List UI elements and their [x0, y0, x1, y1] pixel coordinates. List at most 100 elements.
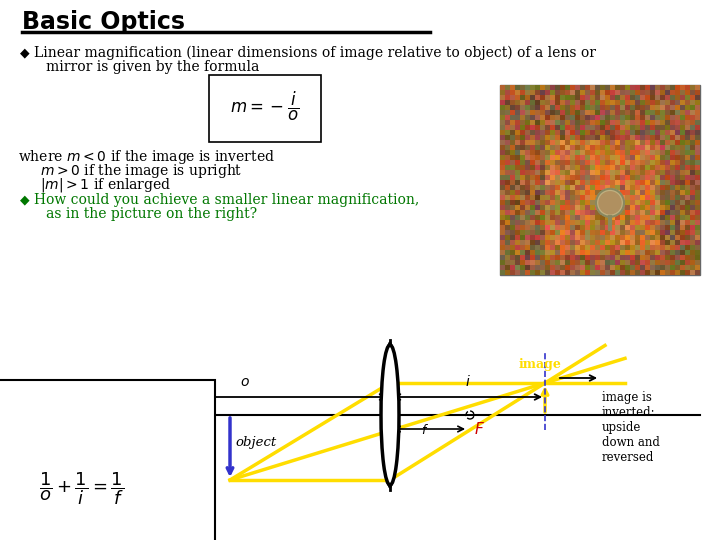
Bar [540, 270, 545, 275]
Bar [645, 260, 650, 265]
Bar [620, 210, 625, 215]
Bar [690, 220, 695, 225]
Bar [520, 165, 525, 170]
Bar [670, 205, 675, 210]
Bar [630, 180, 635, 185]
Bar [660, 160, 665, 165]
Bar [620, 140, 625, 145]
Bar [525, 145, 530, 150]
Bar [575, 235, 580, 240]
Bar [575, 145, 580, 150]
Bar [635, 185, 640, 190]
Bar [525, 120, 530, 125]
Bar [550, 195, 555, 200]
Bar [555, 105, 560, 110]
Bar [660, 240, 665, 245]
Bar [580, 225, 585, 230]
Bar [535, 110, 540, 115]
Bar [500, 225, 505, 230]
Bar [600, 105, 605, 110]
Bar [565, 95, 570, 100]
Bar [530, 220, 535, 225]
Bar [650, 215, 655, 220]
Bar [610, 105, 615, 110]
Bar [620, 150, 625, 155]
Bar [690, 90, 695, 95]
Bar [695, 250, 700, 255]
Bar [525, 110, 530, 115]
Bar [535, 195, 540, 200]
Bar [665, 260, 670, 265]
Bar [625, 250, 630, 255]
Bar [510, 160, 515, 165]
Bar [560, 105, 565, 110]
Bar [615, 245, 620, 250]
Bar [580, 165, 585, 170]
Bar [640, 270, 645, 275]
Bar [505, 160, 510, 165]
Bar [505, 255, 510, 260]
Bar [500, 205, 505, 210]
Bar [650, 130, 655, 135]
Bar [670, 115, 675, 120]
Bar [685, 175, 690, 180]
Bar [510, 140, 515, 145]
Bar [515, 195, 520, 200]
Bar [590, 240, 595, 245]
Bar [580, 245, 585, 250]
Bar [565, 225, 570, 230]
Bar [615, 235, 620, 240]
Bar [680, 225, 685, 230]
Bar [665, 130, 670, 135]
Bar [595, 95, 600, 100]
Bar [540, 90, 545, 95]
Ellipse shape [381, 345, 399, 485]
Bar [500, 85, 700, 275]
Bar [560, 220, 565, 225]
Bar [540, 165, 545, 170]
Bar [675, 270, 680, 275]
Circle shape [596, 189, 624, 217]
Bar [535, 250, 540, 255]
Bar [585, 270, 590, 275]
Bar [540, 240, 545, 245]
Bar [560, 130, 565, 135]
Bar [505, 225, 510, 230]
Bar [585, 255, 590, 260]
Bar [695, 220, 700, 225]
Bar [650, 205, 655, 210]
Bar [555, 150, 560, 155]
Bar [660, 175, 665, 180]
Bar [515, 110, 520, 115]
Bar [520, 105, 525, 110]
Bar [625, 270, 630, 275]
Bar [520, 265, 525, 270]
Bar [540, 130, 545, 135]
Bar [610, 95, 615, 100]
Bar [570, 210, 575, 215]
Bar [515, 245, 520, 250]
Bar [660, 255, 665, 260]
Bar [675, 175, 680, 180]
Bar [645, 205, 650, 210]
Bar [535, 235, 540, 240]
Bar [510, 255, 515, 260]
Bar [510, 205, 515, 210]
Bar [575, 175, 580, 180]
Bar [680, 105, 685, 110]
Bar [600, 205, 605, 210]
Bar [655, 255, 660, 260]
Bar [625, 165, 630, 170]
Bar [605, 270, 610, 275]
Bar [635, 105, 640, 110]
Bar [560, 175, 565, 180]
Bar [560, 115, 565, 120]
Bar [590, 245, 595, 250]
Bar [590, 140, 595, 145]
Bar [660, 205, 665, 210]
Bar [595, 260, 600, 265]
Bar [630, 85, 635, 90]
Bar [630, 230, 635, 235]
Bar [695, 265, 700, 270]
Bar [615, 270, 620, 275]
